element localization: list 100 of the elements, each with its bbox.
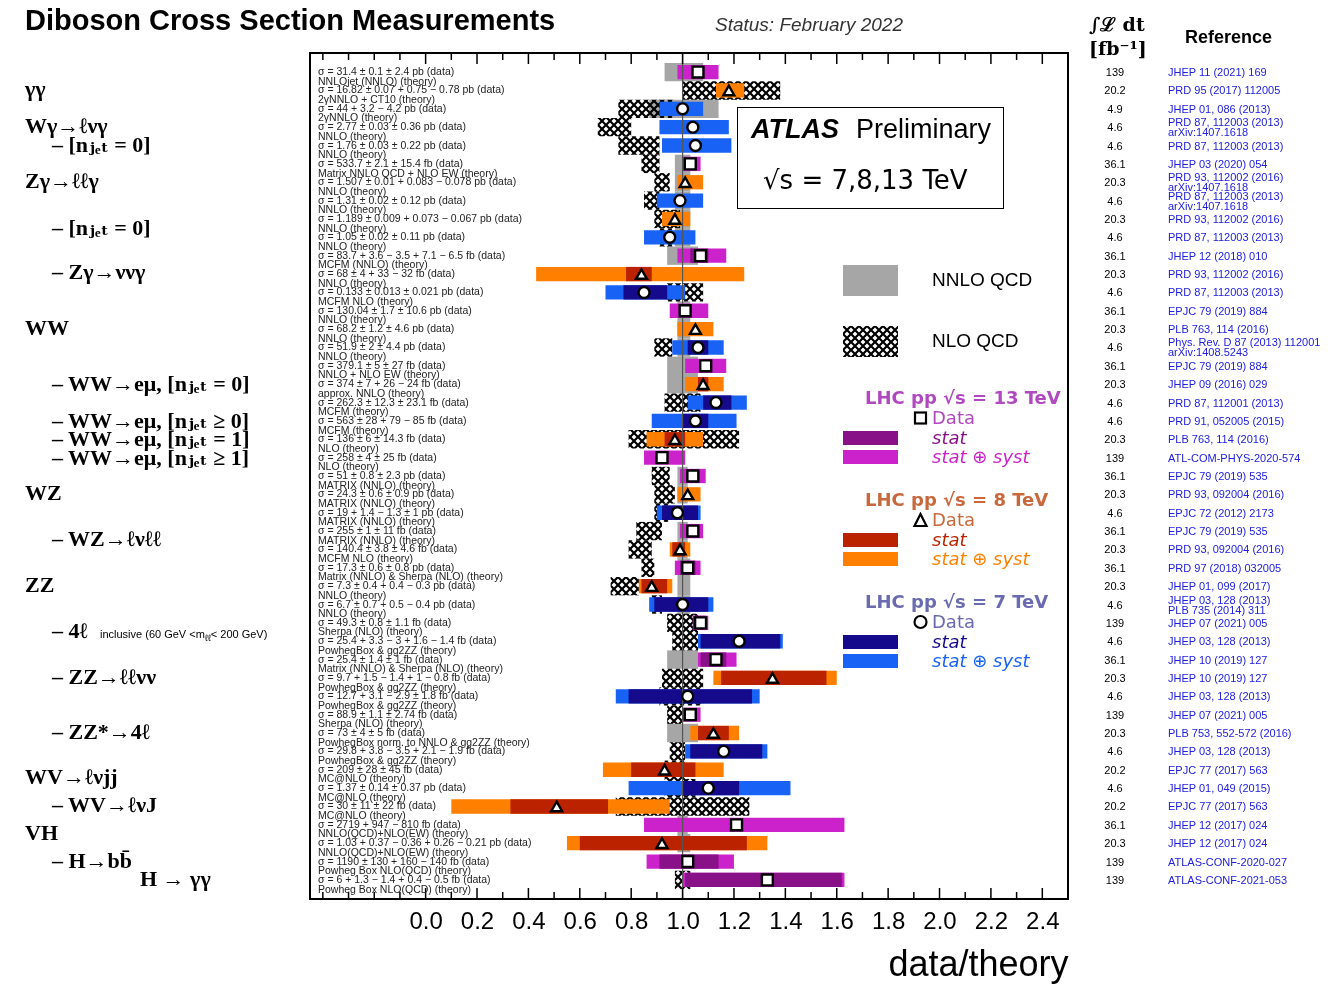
category-label: JHEP 10 (2019) 127 — [1168, 653, 1268, 666]
category-label: EPJC 77 (2017) 563 — [1168, 763, 1268, 776]
x-tick-label: 1.4 — [769, 906, 803, 934]
x-tick-label: 1.2 — [717, 906, 752, 934]
category-label: 4.6 — [1107, 690, 1123, 703]
text: – [nⱼₑₜ = 0] — [52, 214, 151, 241]
category-label: Reference — [1185, 27, 1273, 48]
category-label: 20.3 — [1104, 837, 1126, 850]
category-label: 4.6 — [1107, 745, 1123, 758]
category-label: EPJC 79 (2019) 884 — [1168, 359, 1268, 372]
category-label: 4.6 — [1107, 231, 1123, 244]
category-label: 4.6 — [1107, 396, 1123, 409]
x-tick-label: 1.6 — [820, 906, 854, 934]
category-label: JHEP 03, 128 (2013) — [1168, 635, 1271, 648]
category-label: EPJC 79 (2019) 535 — [1168, 525, 1268, 538]
category-label: JHEP 10 (2019) 127 — [1168, 671, 1268, 684]
category-label: 36.1 — [1104, 304, 1126, 317]
category-label: PRD 97 (2018) 032005 — [1168, 561, 1282, 574]
category-label: 20.3 — [1104, 488, 1126, 501]
category-label: 20.3 — [1104, 378, 1126, 391]
x-tick-label: 0.4 — [512, 906, 546, 934]
text: – WZ→ℓνℓℓ — [52, 526, 162, 552]
text: H → γγ — [140, 866, 211, 892]
category-label: PRD 87, 112003 (2013) — [1168, 231, 1284, 244]
category-label: 20.3 — [1104, 268, 1126, 281]
x-tick-label: 1.8 — [871, 906, 906, 934]
category-label: PLB 753, 552-572 (2016) — [1168, 727, 1292, 740]
category-label: 36.1 — [1104, 359, 1126, 372]
category-label: EPJC 79 (2019) 884 — [1168, 304, 1268, 317]
text: – Zγ→ννγ — [52, 259, 146, 285]
category-label: ATLAS-CONF-2020-027 — [1168, 855, 1288, 868]
category-label: ATL-COM-PHYS-2020-574 — [1168, 451, 1301, 464]
category-label: 4.6 — [1107, 286, 1123, 299]
category-label: 139 — [1105, 855, 1125, 868]
category-label: PLB 763, 114 (2016) — [1168, 433, 1269, 446]
category-label: JHEP 09 (2016) 029 — [1168, 378, 1268, 391]
x-tick-label: 0.8 — [615, 906, 649, 934]
text: Zγ→ℓℓγ — [25, 168, 99, 194]
category-label: 20.2 — [1104, 763, 1126, 776]
category-label: PRD 87, 112001 (2013) — [1168, 396, 1284, 409]
category-label: JHEP 03, 128 (2013) PLB 735 (2014) 311 — [1168, 593, 1271, 616]
category-label: JHEP 01, 086 (2013) — [1168, 102, 1271, 115]
category-label: EPJC 77 (2017) 563 — [1168, 800, 1268, 813]
category-label: 20.3 — [1104, 580, 1126, 593]
category-label: 139 — [1105, 873, 1125, 886]
category-label: 20.3 — [1104, 671, 1126, 684]
category-label: 20.2 — [1104, 84, 1126, 97]
category-label: 139 — [1105, 708, 1125, 721]
category-label: 36.1 — [1104, 818, 1126, 831]
category-label: 36.1 — [1104, 157, 1126, 170]
category-label: PRD 95 (2017) 112005 — [1168, 84, 1281, 97]
category-label: JHEP 12 (2017) 024 — [1168, 818, 1268, 831]
x-tick-label: 0.2 — [460, 906, 495, 934]
text: WZ — [25, 480, 62, 506]
annotation: √s = 7,8,13 TeV — [763, 165, 968, 195]
category-label: 36.1 — [1104, 470, 1126, 482]
text: – H→bb̄ — [52, 848, 133, 874]
annotation: LHC pp √s = 13 TeV — [865, 387, 1061, 408]
category-label: ∫ℒ dt [fb⁻¹] — [1089, 12, 1147, 60]
x-tick-label: 1.0 — [666, 906, 700, 934]
annotation: LHC pp √s = 7 TeV — [865, 591, 1049, 612]
category-label: 36.1 — [1104, 561, 1126, 574]
category-label: PLB 763, 114 (2016) — [1168, 323, 1269, 336]
text: – 4ℓ — [52, 618, 88, 644]
chart-subtitle: Status: February 2022 — [715, 14, 903, 36]
category-label: PRD 87, 112003 (2013) — [1168, 139, 1284, 152]
category-label: 36.1 — [1104, 525, 1126, 538]
category-label: 36.1 — [1104, 653, 1126, 666]
legend-label: stat — [932, 528, 967, 550]
category-label: 4.6 — [1107, 414, 1123, 427]
category-label: 4.6 — [1107, 194, 1123, 207]
legend-label: Data — [932, 509, 975, 530]
category-label: JHEP 01, 099 (2017) — [1168, 580, 1271, 593]
category-label: PRD 87, 112003 (2013) arXiv:1407.1618 — [1168, 116, 1284, 139]
legend-label: NNLO QCD — [932, 269, 1033, 291]
category-label: JHEP 11 (2021) 169 — [1168, 66, 1267, 79]
x-tick-label: 0.0 — [409, 906, 443, 934]
category-label: 4.9 — [1107, 102, 1123, 115]
category-label: Phys. Rev. D 87 (2013) 112001 arXiv:1408.5243 — [1168, 336, 1321, 359]
category-label: 20.3 — [1104, 212, 1126, 225]
x-tick-label: 2.0 — [923, 906, 957, 934]
category-label: 20.3 — [1104, 543, 1126, 556]
category-label: 20.2 — [1104, 800, 1126, 813]
category-label: 20.3 — [1104, 323, 1126, 336]
annotation: LHC pp √s = 8 TeV — [865, 489, 1049, 510]
category-label: PRD 93, 112002 (2016) — [1168, 212, 1284, 225]
text: VH — [25, 820, 58, 846]
category-label: 20.3 — [1104, 176, 1126, 189]
category-label: PRD 91, 052005 (2015) — [1168, 414, 1285, 427]
x-axis-title: data/theory — [888, 942, 1069, 984]
category-label: JHEP 12 (2018) 010 — [1168, 249, 1268, 262]
annotation: Preliminary — [856, 114, 992, 145]
category-label: 4.6 — [1107, 506, 1123, 519]
category-label: EPJC 72 (2012) 2173 — [1168, 506, 1274, 519]
category-label: JHEP 07 (2021) 005 — [1168, 616, 1268, 629]
category-label: ATLAS-CONF-2021-053 — [1168, 873, 1288, 886]
legend-label: stat ⊕ syst — [932, 650, 1030, 671]
legend-label: Data — [932, 611, 975, 632]
category-label: PRD 93, 112002 (2016) — [1168, 268, 1284, 281]
category-label: 4.6 — [1107, 635, 1123, 648]
